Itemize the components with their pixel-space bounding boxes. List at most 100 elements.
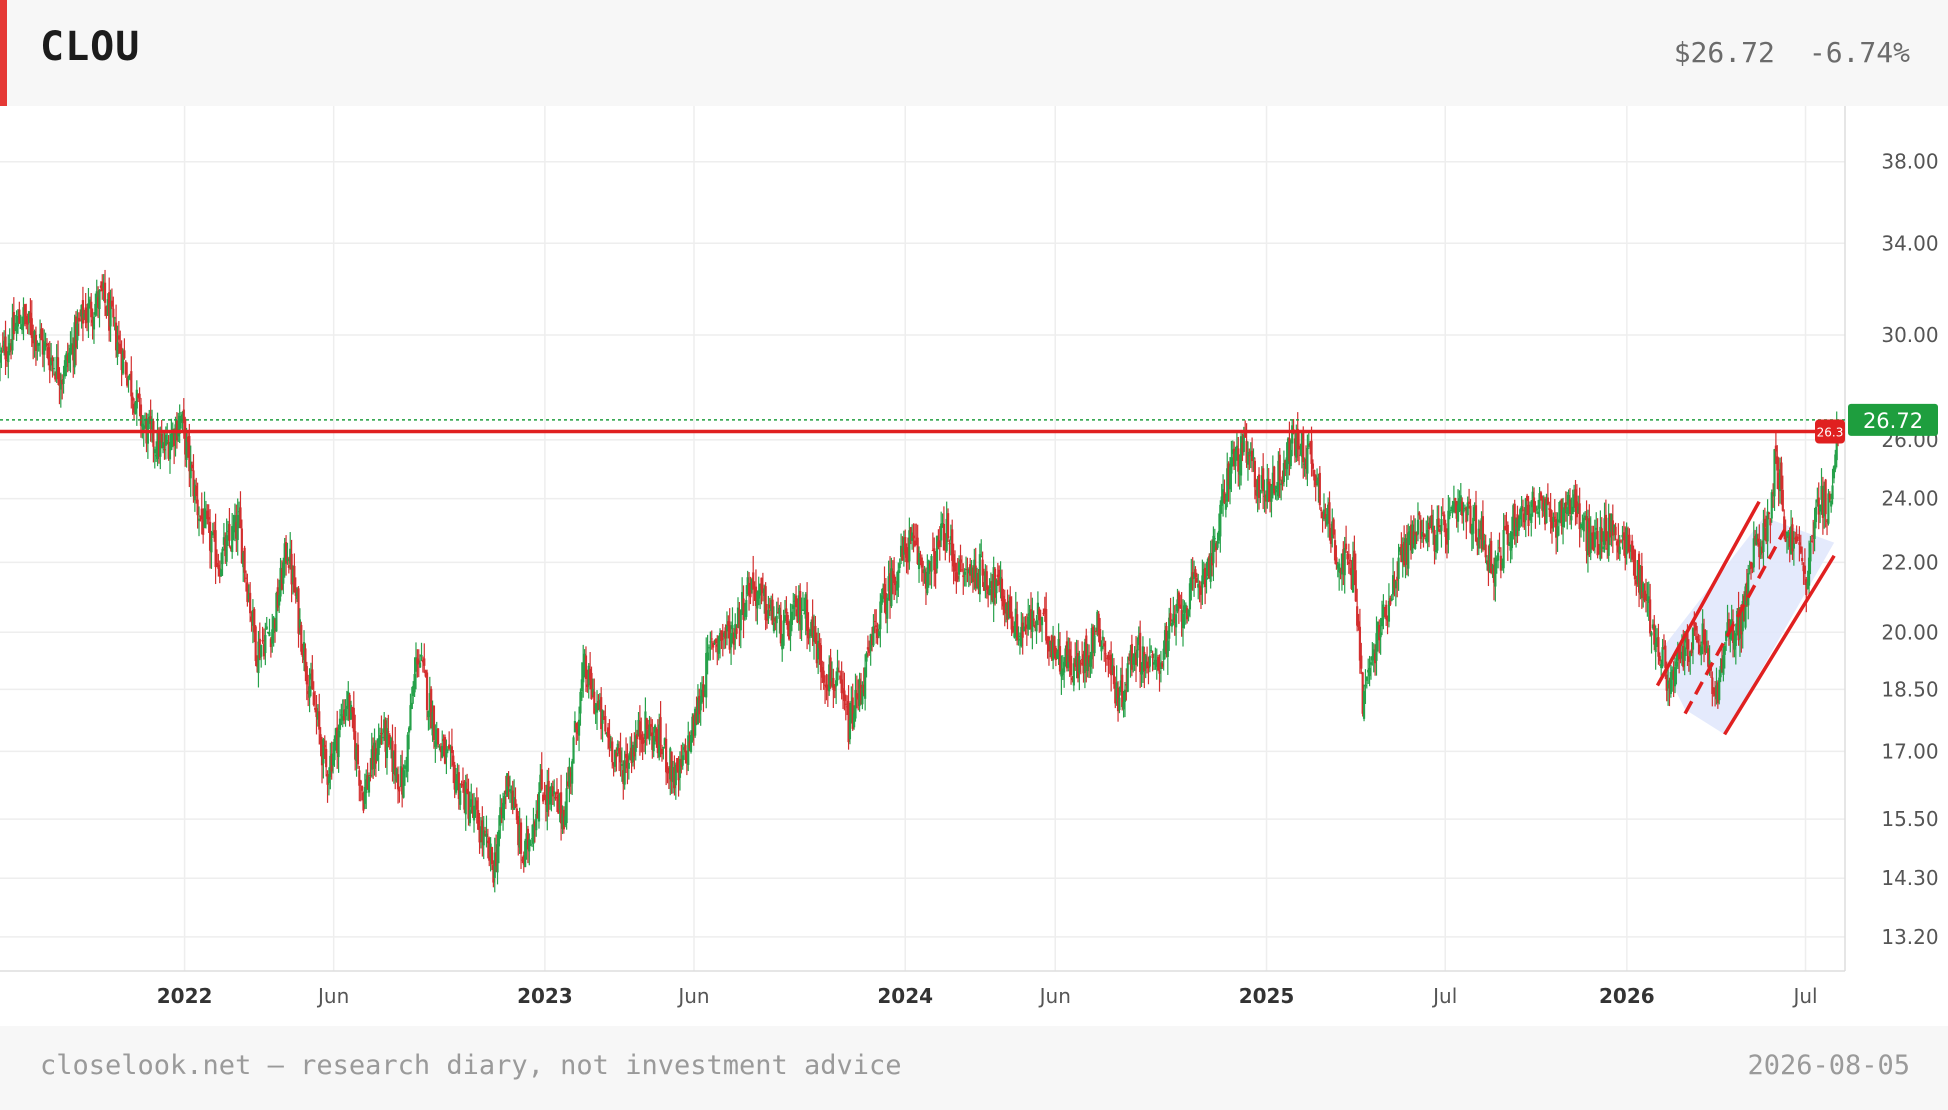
- candle: [1660, 659, 1663, 677]
- candle: [392, 750, 395, 784]
- candle: [9, 338, 13, 360]
- candle-body: [152, 421, 155, 447]
- candle: [781, 633, 784, 662]
- candle: [74, 311, 78, 366]
- candle-body: [1430, 514, 1433, 530]
- candle-body: [754, 586, 758, 606]
- candle-body: [73, 322, 76, 368]
- candle-body: [935, 536, 939, 569]
- candle-body: [985, 571, 988, 590]
- candle-body: [1723, 645, 1726, 655]
- candle-body: [1396, 576, 1399, 581]
- candle-body: [138, 393, 141, 399]
- candle-body: [503, 796, 506, 805]
- candle-body: [1452, 501, 1455, 512]
- candle-body: [1155, 662, 1158, 667]
- x-tick-label: Jun: [316, 984, 349, 1008]
- candle-body: [5, 359, 9, 361]
- candle: [760, 577, 763, 605]
- candle: [1467, 488, 1471, 509]
- candle: [1555, 512, 1558, 555]
- candle: [1814, 499, 1818, 529]
- candle: [573, 711, 577, 733]
- candle-body: [1040, 617, 1044, 626]
- candle: [98, 289, 101, 328]
- candle: [1322, 493, 1326, 522]
- candle: [1324, 503, 1327, 529]
- candle: [459, 783, 462, 811]
- candle: [1796, 533, 1800, 542]
- candle: [80, 304, 83, 329]
- candle-body: [551, 786, 554, 797]
- candle-body: [289, 548, 292, 564]
- candle-body: [870, 636, 874, 645]
- candle-body: [1169, 613, 1172, 622]
- candle: [1567, 489, 1570, 517]
- candle-body: [1397, 557, 1400, 579]
- candle-body: [1440, 519, 1443, 532]
- candle-body: [830, 677, 834, 682]
- candle-body: [1224, 503, 1227, 510]
- price-chart[interactable]: 26.313.2014.3015.5017.0018.5020.0022.002…: [0, 106, 1948, 1026]
- candle-body: [195, 485, 198, 497]
- candle-body: [706, 652, 709, 660]
- candle-body: [153, 449, 156, 454]
- candle: [337, 724, 340, 773]
- candle-body: [826, 684, 829, 691]
- candle-body: [978, 554, 981, 595]
- candle-body: [453, 764, 456, 790]
- candle: [1607, 503, 1610, 562]
- candle-body: [228, 524, 231, 541]
- candle-body: [660, 748, 664, 755]
- candle: [1519, 507, 1522, 528]
- candle: [109, 289, 112, 342]
- candle-body: [606, 727, 610, 738]
- candle: [1067, 637, 1070, 672]
- candle: [1328, 491, 1331, 541]
- candle: [15, 310, 18, 342]
- candle: [1748, 560, 1751, 575]
- candle-body: [1126, 663, 1129, 692]
- candle: [1107, 651, 1110, 678]
- candle: [699, 682, 702, 726]
- candle: [88, 296, 91, 309]
- candle-body: [237, 511, 241, 513]
- candle: [1513, 499, 1516, 545]
- candle-body: [1564, 502, 1567, 510]
- candle-body: [54, 373, 57, 380]
- candle: [307, 674, 310, 707]
- candle-body: [1810, 540, 1813, 542]
- candle: [247, 584, 250, 603]
- candle: [1542, 495, 1545, 517]
- candle: [779, 602, 782, 647]
- candle-body: [1110, 654, 1113, 676]
- candle: [217, 553, 220, 577]
- candle: [1038, 606, 1041, 633]
- candle: [59, 372, 62, 408]
- candle: [854, 673, 857, 722]
- candle: [1275, 481, 1279, 501]
- candle: [582, 644, 585, 698]
- candle-body: [351, 707, 354, 713]
- candle-body: [1550, 518, 1554, 529]
- candle: [1100, 640, 1103, 661]
- candle: [1058, 631, 1062, 675]
- candle-body: [810, 621, 813, 636]
- candle: [1157, 654, 1160, 672]
- candle-body: [1104, 653, 1107, 655]
- candle-body: [1653, 624, 1656, 645]
- candle: [1722, 646, 1725, 682]
- candle-body: [1165, 626, 1168, 653]
- candle: [1010, 596, 1013, 636]
- candle: [1332, 517, 1335, 539]
- candle: [870, 626, 874, 652]
- candle-body: [1376, 621, 1379, 640]
- candle-body: [1372, 649, 1375, 661]
- candle: [224, 532, 227, 564]
- candle: [23, 303, 26, 327]
- candle: [841, 670, 845, 710]
- candle-body: [1034, 625, 1037, 628]
- candle-body: [300, 625, 303, 652]
- candle-body: [486, 840, 489, 844]
- candle-body: [1118, 697, 1121, 710]
